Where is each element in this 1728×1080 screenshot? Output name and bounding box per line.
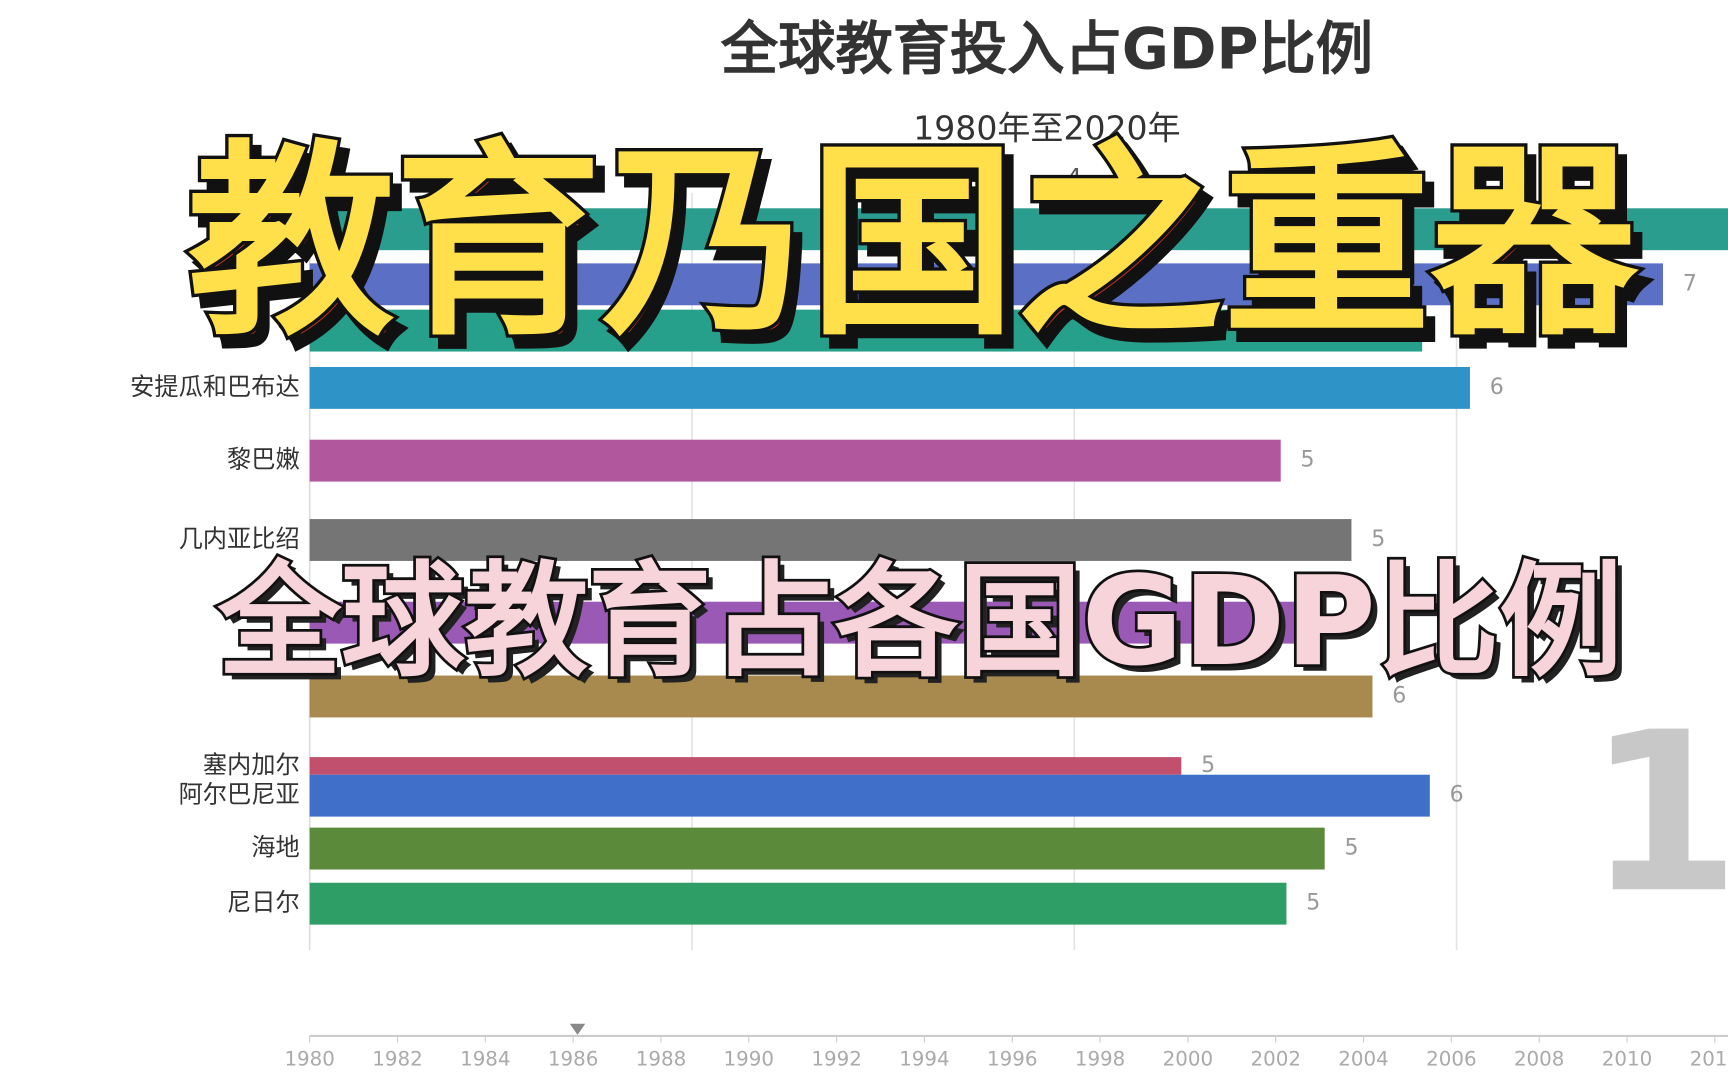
caption: 全球教育占各国GDP比例: [217, 550, 1623, 694]
timeline-label: 2012: [1690, 1048, 1728, 1071]
bar: [309, 827, 1325, 870]
bar: [309, 263, 1664, 306]
bar: [309, 757, 1182, 775]
timeline-label: 2000: [1163, 1048, 1213, 1071]
bar: [309, 774, 1430, 817]
bar: [309, 519, 1352, 561]
timeline-marker: [569, 1023, 586, 1035]
timeline-label: 1990: [724, 1048, 774, 1071]
timeline-label: 2002: [1250, 1048, 1300, 1071]
timeline-label: 1996: [987, 1048, 1037, 1071]
bar: [309, 439, 1281, 482]
timeline-label: 2008: [1514, 1048, 1564, 1071]
y-tick-label: 黎巴嫩: [227, 445, 300, 474]
value-label: 5: [1201, 753, 1215, 778]
timeline-label: 1992: [811, 1048, 861, 1071]
value-label: 6: [1450, 783, 1464, 808]
chart-title: 全球教育投入占GDP比例: [720, 16, 1373, 83]
timeline-label: 2010: [1602, 1048, 1652, 1071]
value-label: 7: [1683, 271, 1697, 296]
value-label: 6: [1392, 683, 1406, 708]
value-label: 5: [1301, 448, 1315, 473]
timeline-label: 2004: [1338, 1048, 1388, 1071]
value-label: 5: [1371, 527, 1385, 552]
bar: [309, 882, 1287, 925]
timeline-label: 1980: [284, 1048, 334, 1071]
bar: [309, 309, 1423, 352]
bar: [309, 366, 1470, 409]
x-tick-label: 6: [1449, 163, 1464, 192]
value-label: 6: [1490, 375, 1504, 400]
value-label: 5: [1345, 836, 1359, 861]
x-tick-label: 4: [1067, 163, 1082, 192]
value-label: 5: [1306, 891, 1320, 916]
timeline-label: 1994: [899, 1048, 949, 1071]
caption-shadow: 全球教育占各国GDP比例: [223, 557, 1629, 701]
bar: [309, 208, 1728, 251]
bar: [309, 601, 1323, 644]
headline: 教育乃国之重器: [187, 123, 1639, 364]
timeline-label: 1986: [548, 1048, 598, 1071]
plot: 2 4 6 7 安提瓜和巴布达 6 黎巴嫩 5 几内亚比绍 5 6 塞内加尔 5 阿尔巴尼亚 6 海地 5 尼日尔…: [130, 163, 1728, 1071]
y-tick-label: 海地: [251, 833, 299, 862]
y-tick-label: 几内亚比绍: [179, 524, 300, 553]
chart-subtitle: 1980年至2020年: [913, 109, 1180, 148]
timeline-label: 1988: [636, 1048, 686, 1071]
bar: [309, 675, 1373, 718]
overlay: 教育乃国之重器 教育乃国之重器 全球教育占各国GDP比例 全球教育占各国GDP比…: [184, 119, 1651, 701]
timeline-label: 2006: [1426, 1048, 1476, 1071]
y-tick-label: 阿尔巴尼亚: [179, 780, 300, 809]
y-tick-label: 塞内加尔: [203, 750, 300, 779]
y-tick-label: 尼日尔: [227, 888, 300, 917]
timeline-label: 1998: [1075, 1048, 1125, 1071]
y-tick-label: 安提瓜和巴布达: [130, 372, 300, 401]
x-tick-label: 2: [684, 163, 699, 192]
timeline-label: 1984: [460, 1048, 510, 1071]
timeline-label: 1982: [372, 1048, 422, 1071]
headline-shadow: 教育乃国之重器: [196, 134, 1648, 375]
year-label: 19: [1587, 684, 1728, 941]
